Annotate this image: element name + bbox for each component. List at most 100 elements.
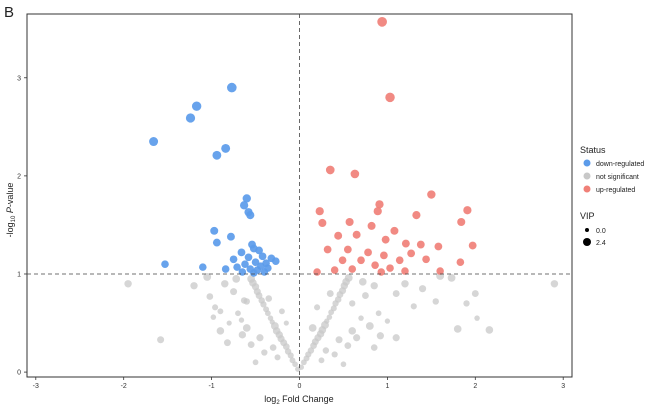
point-not-significant-10	[376, 332, 385, 340]
point-not-significant-96	[401, 280, 409, 288]
point-down-regulated-32	[161, 260, 169, 268]
legend-status-title: Status	[580, 145, 606, 155]
point-not-significant-91	[308, 324, 317, 332]
point-up-regulated-14	[390, 226, 399, 235]
point-not-significant-106	[340, 361, 347, 368]
point-down-regulated-17	[244, 253, 253, 262]
legend-vip-large-dot	[583, 238, 591, 246]
legend-item-down-regulated: down-regulated	[583, 159, 644, 168]
point-not-significant-4	[485, 326, 494, 334]
point-not-significant-0	[124, 280, 132, 288]
point-not-significant-66	[242, 324, 251, 332]
legend-swatch-down-regulated	[583, 159, 591, 167]
panel-label: B	[4, 4, 15, 21]
x-tick-label-1: 1	[385, 383, 389, 390]
point-down-regulated-6	[242, 194, 251, 203]
point-down-regulated-4	[221, 143, 231, 153]
point-down-regulated-2	[185, 113, 196, 123]
point-up-regulated-23	[343, 245, 352, 254]
y-tick-label-0: 0	[17, 370, 21, 377]
x-tick-label-2: 2	[473, 383, 477, 390]
point-not-significant-22	[289, 357, 296, 364]
point-up-regulated-17	[381, 235, 390, 244]
point-up-regulated-39	[436, 267, 444, 275]
point-up-regulated-29	[395, 256, 404, 265]
axis-ticks: -3 -2 -1 0 1 2 3 0 1 2 3	[17, 75, 565, 390]
point-down-regulated-33	[199, 263, 207, 271]
point-not-significant-73	[370, 282, 378, 290]
point-not-significant-105	[252, 359, 259, 366]
point-up-regulated-8	[463, 206, 472, 215]
x-tick-label-0: 0	[298, 383, 302, 390]
point-not-significant-75	[331, 351, 338, 358]
point-not-significant-78	[238, 331, 247, 339]
point-down-regulated-12	[212, 238, 221, 247]
point-not-significant-72	[221, 280, 229, 288]
point-not-significant-76	[247, 341, 255, 349]
point-down-regulated-5	[212, 150, 222, 160]
point-up-regulated-24	[364, 248, 372, 257]
point-not-significant-84	[274, 354, 281, 361]
point-not-significant-8	[392, 290, 400, 298]
point-up-regulated-1	[385, 92, 395, 103]
point-up-regulated-31	[456, 258, 465, 267]
point-not-significant-82	[217, 308, 224, 315]
point-down-regulated-19	[258, 252, 267, 261]
point-not-significant-101	[216, 327, 225, 335]
point-not-significant-42	[267, 315, 274, 321]
point-down-regulated-31	[250, 269, 258, 277]
point-not-significant-95	[359, 278, 367, 286]
point-up-regulated-13	[367, 221, 376, 230]
legend-vip-small-dot	[585, 228, 589, 232]
point-not-significant-47	[330, 305, 337, 312]
point-up-regulated-28	[357, 256, 365, 265]
point-not-significant-103	[370, 344, 378, 351]
point-not-significant-1	[157, 336, 165, 344]
point-not-significant-7	[447, 274, 456, 282]
point-not-significant-98	[432, 298, 439, 305]
x-tick-label-3: 3	[561, 383, 565, 390]
point-not-significant-14	[212, 304, 219, 311]
point-up-regulated-15	[352, 230, 361, 239]
point-down-regulated-3	[149, 137, 159, 147]
point-up-regulated-12	[457, 217, 466, 227]
legend-vip-small-label: 0.0	[596, 228, 606, 235]
point-not-significant-70	[230, 288, 238, 296]
legend-item-not-significant: not significant	[583, 172, 639, 181]
legend-swatch-up-regulated	[583, 185, 591, 193]
legend-label-down-regulated: down-regulated	[596, 161, 644, 168]
threshold-lines	[27, 14, 572, 377]
point-not-significant-100	[190, 282, 198, 290]
point-not-significant-93	[349, 300, 356, 307]
legend-item-up-regulated: up-regulated	[583, 185, 635, 194]
point-down-regulated-30	[238, 268, 247, 276]
point-up-regulated-26	[407, 249, 416, 258]
point-up-regulated-30	[422, 255, 430, 264]
point-up-regulated-0	[377, 16, 387, 27]
point-not-significant-81	[365, 322, 374, 330]
point-not-significant-9	[410, 303, 417, 310]
point-not-significant-46	[263, 306, 270, 313]
point-not-significant-2	[550, 280, 559, 288]
y-axis-label: -log10 P-value	[5, 183, 17, 238]
point-not-significant-64	[256, 334, 264, 342]
point-not-significant-27	[307, 347, 315, 354]
legend-label-up-regulated: up-regulated	[596, 187, 635, 194]
point-not-significant-12	[206, 293, 214, 300]
point-not-significant-6	[471, 290, 479, 298]
point-up-regulated-22	[323, 245, 332, 254]
legend-vip-large: 2.4	[583, 238, 606, 247]
point-up-regulated-10	[345, 217, 354, 227]
point-not-significant-90	[283, 320, 289, 326]
point-not-significant-94	[232, 275, 241, 283]
point-not-significant-63	[322, 347, 330, 354]
point-up-regulated-16	[334, 231, 343, 240]
y-tick-label-3: 3	[17, 75, 21, 82]
y-tick-label-2: 2	[17, 173, 21, 180]
points-layer	[124, 16, 559, 372]
point-not-significant-5	[453, 325, 462, 333]
point-up-regulated-3	[350, 169, 360, 179]
point-not-significant-102	[384, 318, 391, 324]
point-down-regulated-29	[271, 257, 280, 266]
point-up-regulated-38	[313, 268, 321, 276]
